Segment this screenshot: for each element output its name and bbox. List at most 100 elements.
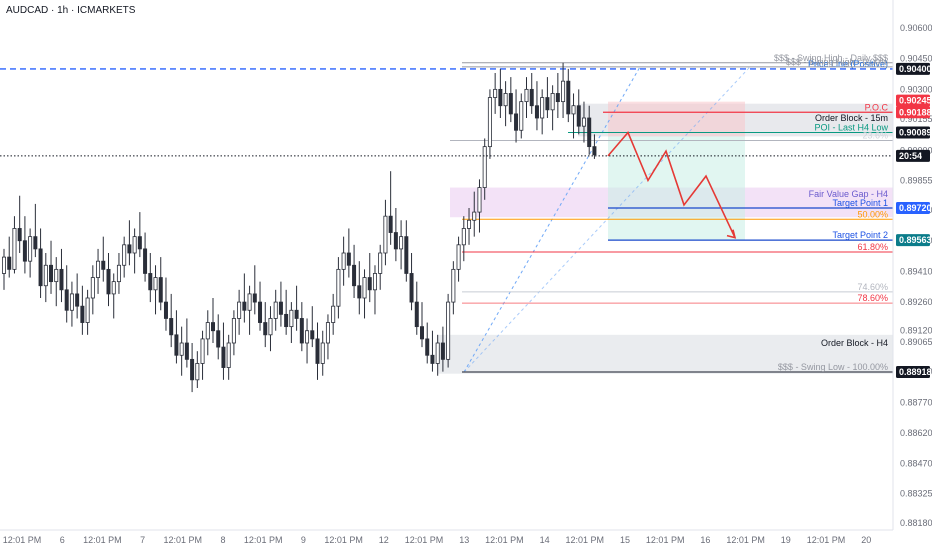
level-label-9: 50.00% [857, 209, 888, 219]
candle-body [404, 236, 409, 274]
x-tick-label: 12:01 PM [164, 535, 203, 545]
candle-body [419, 326, 424, 340]
level-label-14: Order Block - H4 [821, 338, 888, 348]
y-tick-label: 0.89120 [900, 326, 932, 336]
candle-body [393, 232, 398, 250]
x-tick-label: 12:01 PM [244, 535, 283, 545]
candle-body [69, 293, 74, 311]
candle-body [587, 117, 592, 148]
y-tick-label: 0.89410 [900, 266, 932, 276]
candle-body [132, 236, 137, 254]
candle-body [101, 260, 106, 270]
candle-body [169, 318, 174, 336]
candle-body [467, 219, 472, 229]
candle-body [581, 117, 586, 127]
x-tick-label: 12:01 PM [485, 535, 524, 545]
candle-body [399, 236, 404, 250]
candle-body [163, 301, 168, 319]
candle-body [555, 93, 560, 103]
candle-body [242, 301, 247, 311]
y-tick-label: 0.89260 [900, 297, 932, 307]
candle-body [435, 342, 440, 364]
projection-arrowhead [726, 229, 737, 239]
candle-body [122, 244, 127, 266]
x-tick-label: 12:01 PM [566, 535, 605, 545]
candle-body [341, 252, 346, 270]
level-label-3: P.O.C [865, 102, 889, 112]
candle-body [258, 301, 263, 323]
candle-body [425, 338, 430, 356]
candle-body [357, 285, 362, 299]
candle-body [33, 236, 38, 250]
level-label-11: 61.80% [857, 242, 888, 252]
candle-body [524, 88, 529, 103]
level-label-10: Target Point 2 [832, 230, 888, 240]
candle-body [498, 88, 503, 107]
price-tag-label: 0.88918 [899, 367, 932, 377]
candle-body [529, 88, 534, 107]
candle-body [148, 273, 153, 291]
candle-body [22, 240, 27, 262]
x-tick-label: 12:01 PM [324, 535, 363, 545]
level-label-8: Target Point 1 [832, 198, 888, 208]
candle-body [12, 228, 17, 270]
candle-body [205, 322, 210, 340]
candle-body [231, 318, 236, 344]
candle-body [440, 342, 445, 360]
price-tag-box [896, 126, 930, 139]
candle-body [7, 256, 12, 270]
candle-body [310, 330, 315, 340]
y-tick-label: 0.88180 [900, 518, 932, 528]
candle-body [550, 93, 555, 111]
candle-body [487, 97, 492, 148]
level-label-13: 78.60% [857, 293, 888, 303]
candle-body [137, 236, 142, 250]
candle-body [299, 318, 304, 344]
level-label-12: 74.60% [857, 282, 888, 292]
candle-body [75, 293, 80, 307]
candle-body [461, 228, 466, 246]
candle-body [106, 268, 111, 295]
y-tick-label: 0.90600 [900, 23, 932, 33]
price-tag-box [896, 106, 930, 119]
price-tag-box [896, 202, 930, 214]
x-tick-label: 6 [60, 535, 65, 545]
candle-body [127, 244, 132, 254]
y-tick-label: 0.90300 [900, 84, 932, 94]
x-tick-label: 8 [220, 535, 225, 545]
candle-body [331, 305, 336, 323]
candle-body [482, 146, 487, 188]
candle-body [59, 268, 64, 291]
price-tag-label: 0.90089 [899, 128, 932, 138]
candle-body [278, 301, 283, 315]
x-tick-label: 12:01 PM [405, 535, 444, 545]
symbol-title: AUDCAD · 1h · ICMARKETS [6, 5, 136, 16]
candle-body [378, 252, 383, 274]
level-label-0: $$$ - Swing High - Daily $$$ [774, 53, 888, 63]
candle-body [210, 322, 215, 332]
candle-body [383, 215, 388, 254]
candle-body [90, 277, 95, 299]
candle-body [451, 268, 456, 303]
candle-body [446, 301, 451, 360]
y-tick-label: 0.89065 [900, 337, 932, 347]
x-tick-label: 9 [301, 535, 306, 545]
price-tag-label: 0.90188 [899, 107, 932, 117]
x-tick-label: 12:01 PM [646, 535, 685, 545]
candle-body [190, 358, 195, 381]
price-tag-label: 0.90400 [899, 64, 932, 74]
candle-body [268, 318, 273, 336]
candle-body [226, 342, 231, 368]
price-tag-box [896, 366, 930, 379]
x-tick-label: 12:01 PM [807, 535, 846, 545]
candle-body [143, 248, 148, 274]
candle-body [477, 187, 482, 213]
candle-body [456, 244, 461, 270]
price-tag-box [896, 62, 930, 75]
candle-body [153, 277, 158, 291]
y-tick-label: 0.90450 [900, 54, 932, 64]
candle-body [200, 338, 205, 364]
candle-body [430, 354, 435, 364]
